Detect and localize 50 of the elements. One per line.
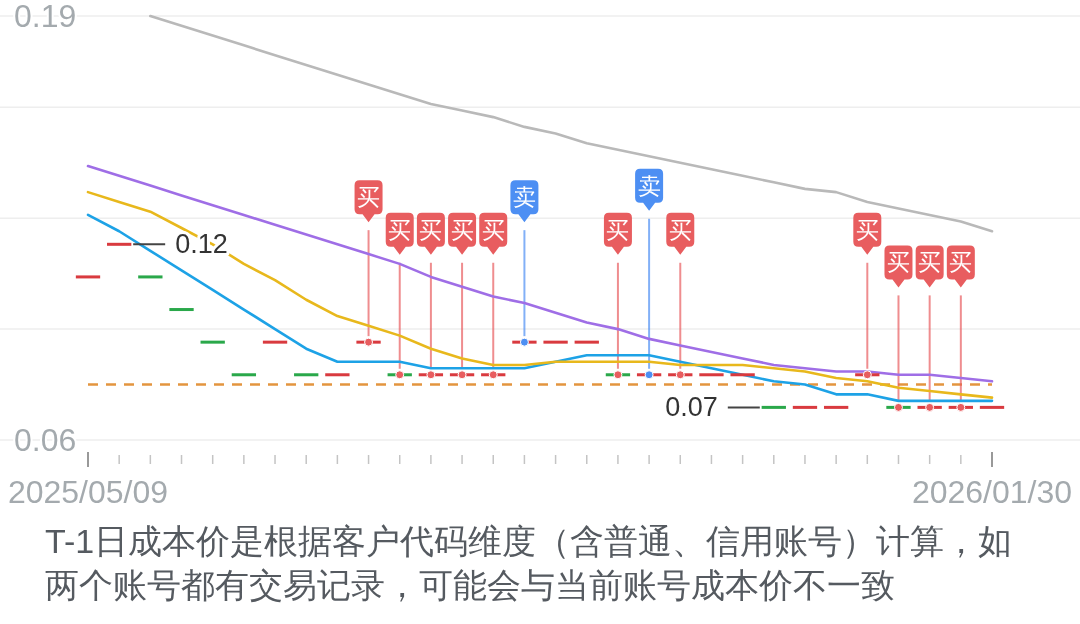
text: 卖 (637, 172, 661, 199)
candlestick (231, 373, 257, 377)
text: 买 (388, 216, 412, 243)
y-tick-label: 0.19 (14, 0, 77, 34)
text: 买 (481, 216, 505, 243)
candlestick (574, 340, 599, 344)
point (613, 370, 623, 380)
text: 买 (450, 216, 474, 243)
candlestick (543, 340, 568, 344)
point (519, 337, 529, 347)
point (457, 370, 467, 380)
point (925, 402, 935, 412)
legend-label: 买 (918, 249, 942, 276)
candlestick (699, 373, 724, 377)
point (675, 370, 685, 380)
candlestick (730, 373, 755, 377)
y-tick-label: 0.06 (14, 422, 77, 458)
candlestick (823, 405, 849, 409)
candlestick (75, 275, 101, 279)
candlestick (262, 340, 288, 344)
candlestick (138, 275, 163, 279)
candlestick (200, 340, 225, 344)
text: 买 (357, 184, 381, 211)
text: 卖 (512, 184, 536, 211)
point (862, 370, 872, 380)
candlestick (107, 242, 132, 246)
candlestick (979, 405, 1005, 409)
point (893, 402, 903, 412)
text: 买 (606, 216, 630, 243)
text: 0.07 (665, 392, 718, 423)
text: 买 (949, 249, 973, 276)
point (488, 370, 498, 380)
text: 买 (668, 216, 692, 243)
point (426, 370, 436, 380)
point (395, 370, 405, 380)
candlestick (169, 308, 194, 312)
point (644, 370, 654, 380)
x-tick-label: 2026/01/30 (911, 474, 1073, 510)
candlestick (325, 373, 350, 377)
point (364, 337, 374, 347)
x-tick-label: 2025/05/09 (7, 474, 169, 510)
line-series (86, 164, 994, 383)
candlestick (294, 373, 319, 377)
text: 买 (855, 216, 879, 243)
text: T-1日成本价是根据客户代码维度（含普通、信用账号）计算，如两个账号都有交易记录，可能会与当前账号成本价不一致 (45, 522, 1013, 604)
point (956, 402, 966, 412)
text: 买 (419, 216, 443, 243)
candlestick (792, 405, 818, 409)
candlestick (761, 405, 786, 409)
text: 买 (886, 249, 910, 276)
